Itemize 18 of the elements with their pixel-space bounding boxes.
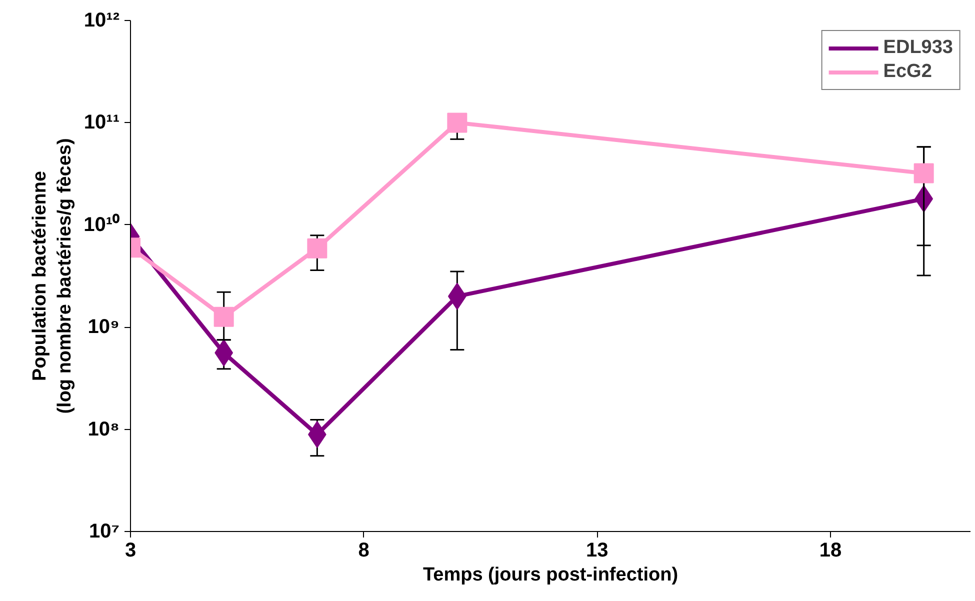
y-tick-label: 10⁷ (89, 520, 120, 542)
x-tick-label: 3 (124, 540, 136, 562)
point (914, 163, 934, 184)
legend-label: EDL933 (883, 37, 953, 59)
x-tick-label: 18 (819, 540, 842, 562)
point (307, 238, 328, 258)
y-tick-label: 10¹¹ (84, 112, 120, 134)
legend-label: EcG2 (883, 61, 932, 83)
y-tick-label: 10⁸ (88, 418, 120, 440)
y-axis-title: Population bactérienne (log nombre bactéries/g fèces) (29, 138, 76, 414)
point (214, 306, 234, 327)
x-axis-title: Temps (jours post-infection) (422, 564, 678, 586)
point (447, 112, 468, 133)
x-tick-label: 8 (358, 540, 370, 562)
y-tick-label: 10¹⁰ (84, 212, 120, 236)
y-tick-label: 10¹² (84, 10, 120, 32)
x-tick-label: 13 (586, 540, 608, 562)
y-tick-label: 10⁹ (88, 316, 120, 338)
